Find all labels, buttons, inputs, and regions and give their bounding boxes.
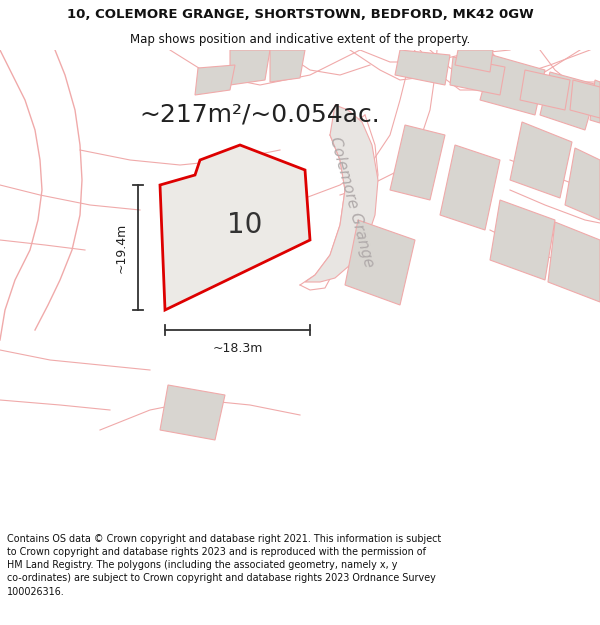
Text: Contains OS data © Crown copyright and database right 2021. This information is : Contains OS data © Crown copyright and d… [7,534,442,597]
Polygon shape [395,50,450,85]
Polygon shape [450,57,505,95]
Polygon shape [270,50,305,82]
Text: ~19.4m: ~19.4m [115,222,128,272]
Polygon shape [455,50,493,72]
Polygon shape [195,65,235,95]
Polygon shape [160,385,225,440]
Polygon shape [230,50,270,85]
Polygon shape [510,122,572,198]
Polygon shape [548,222,600,302]
Text: 10: 10 [227,211,263,239]
Polygon shape [565,148,600,220]
Polygon shape [590,80,600,123]
Polygon shape [480,55,545,115]
Polygon shape [490,200,555,280]
Polygon shape [160,145,310,310]
Text: Colemore Grange: Colemore Grange [328,135,377,269]
Polygon shape [200,185,265,235]
Polygon shape [440,145,500,230]
Polygon shape [345,220,415,305]
Polygon shape [570,80,600,118]
Polygon shape [540,72,598,130]
Polygon shape [520,70,570,110]
Polygon shape [390,125,445,200]
Polygon shape [305,105,378,282]
Text: ~18.3m: ~18.3m [212,342,263,355]
Text: Map shows position and indicative extent of the property.: Map shows position and indicative extent… [130,32,470,46]
Text: ~217m²/~0.054ac.: ~217m²/~0.054ac. [140,103,380,127]
Text: 10, COLEMORE GRANGE, SHORTSTOWN, BEDFORD, MK42 0GW: 10, COLEMORE GRANGE, SHORTSTOWN, BEDFORD… [67,8,533,21]
